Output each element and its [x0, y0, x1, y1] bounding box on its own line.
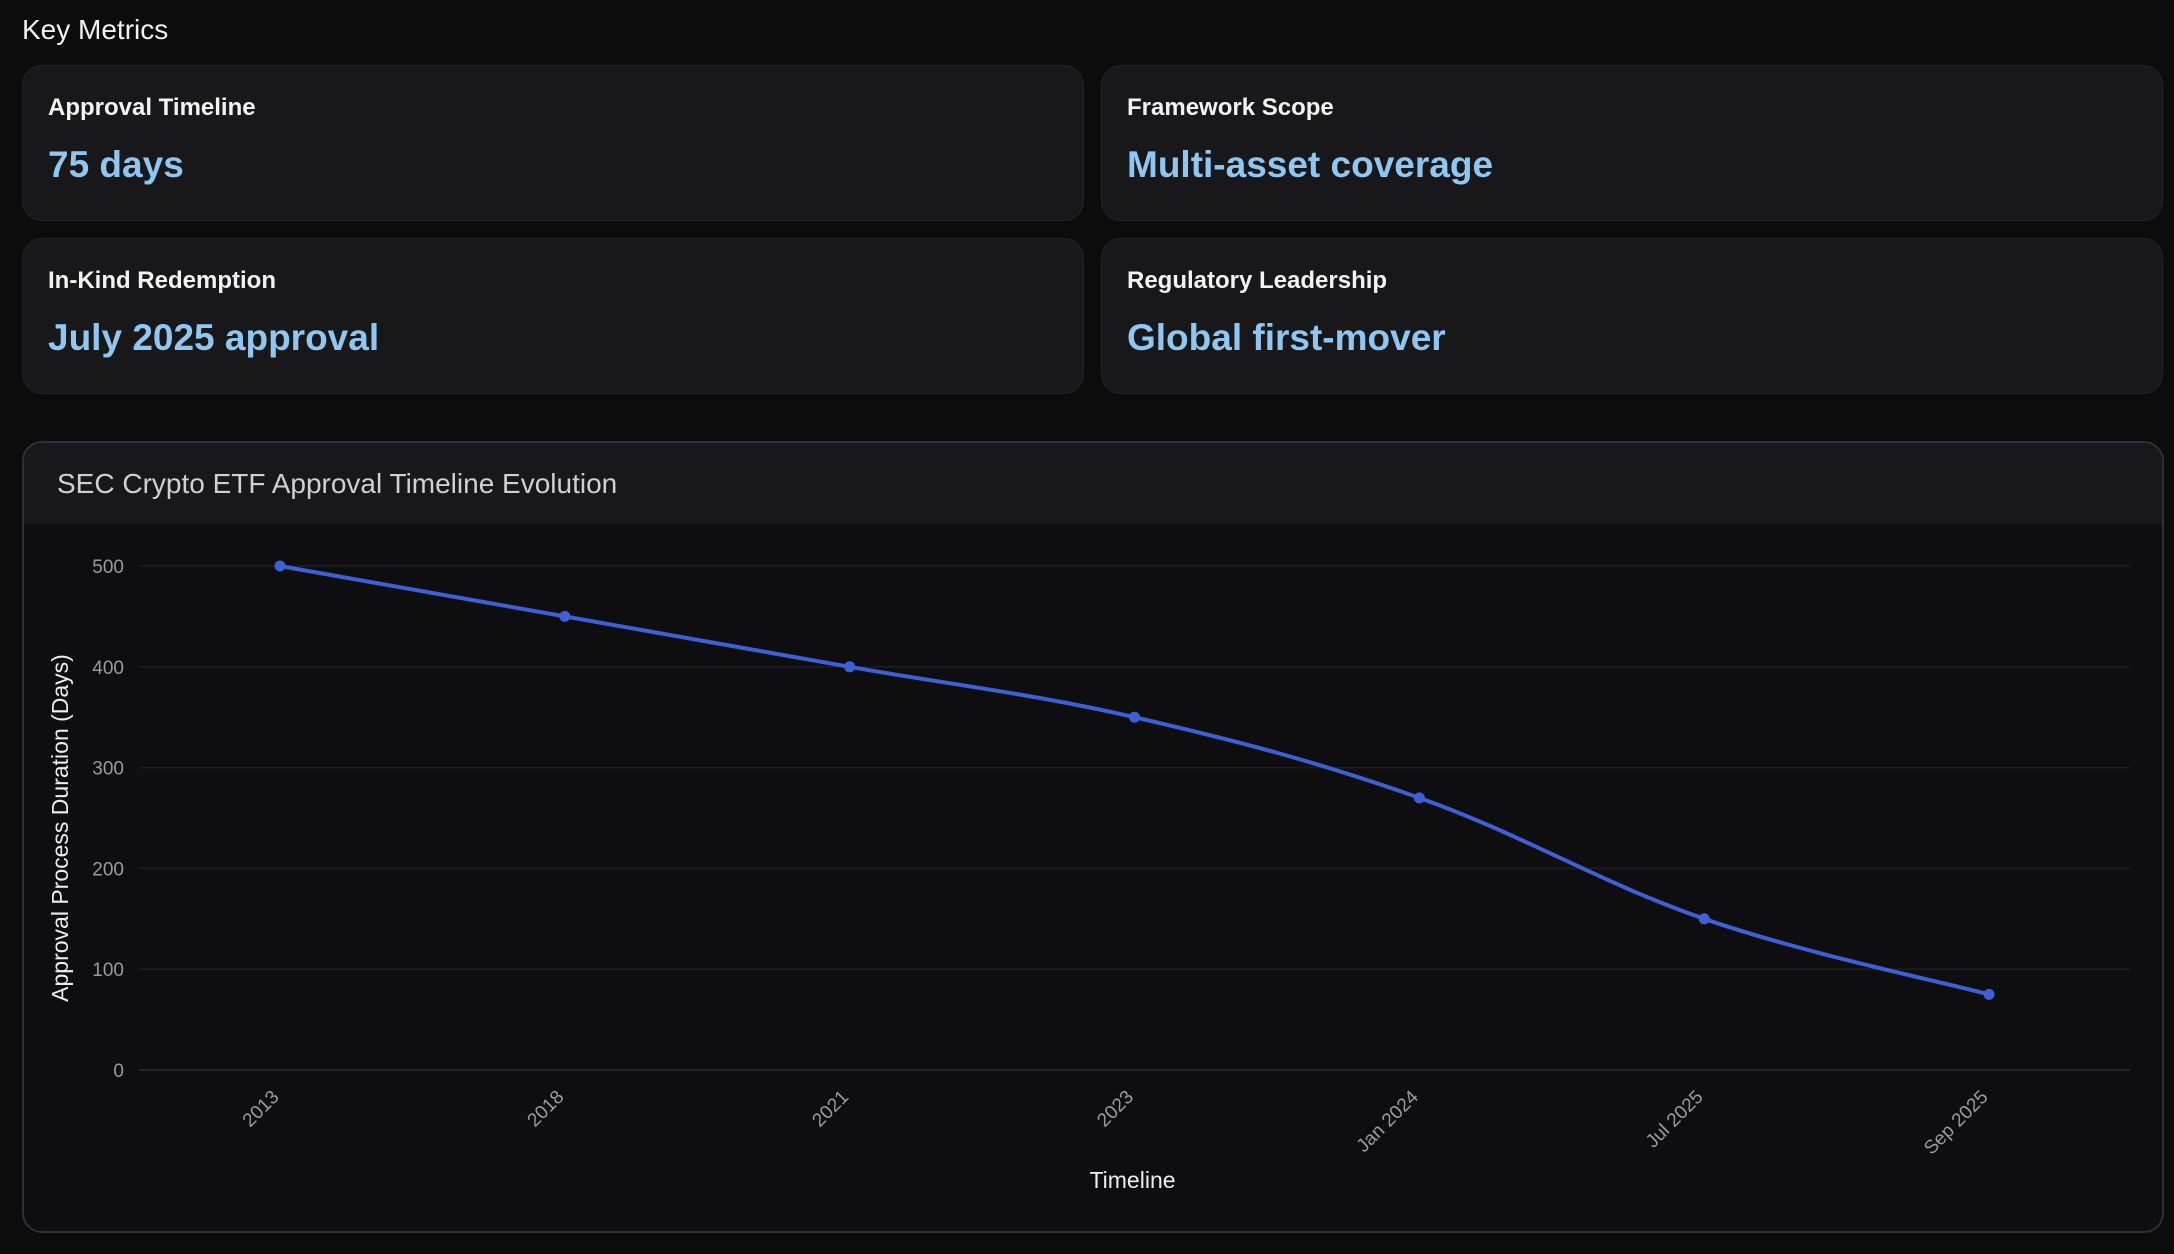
y-axis-title: Approval Process Duration (Days)	[47, 654, 73, 1002]
x-axis-title: Timeline	[1089, 1167, 1175, 1193]
data-point	[1698, 913, 1710, 925]
metric-label: In-Kind Redemption	[48, 267, 276, 294]
metric-label: Regulatory Leadership	[1127, 267, 1388, 294]
y-tick-label: 500	[92, 557, 124, 578]
metric-value: Multi-asset coverage	[1127, 144, 1494, 185]
data-point	[1413, 792, 1425, 804]
y-tick-label: 100	[92, 960, 124, 981]
data-point	[1983, 988, 1995, 1000]
x-tick-label: 2013	[239, 1087, 284, 1132]
x-tick-label: 2023	[1093, 1087, 1138, 1132]
metric-card-approval-timeline: Approval Timeline 75 days	[22, 65, 1084, 221]
chart-header: SEC Crypto ETF Approval Timeline Evoluti…	[24, 443, 2162, 524]
metric-value: July 2025 approval	[48, 317, 380, 358]
y-tick-label: 400	[92, 658, 124, 679]
x-tick-label: 2018	[524, 1087, 569, 1132]
chart-title: SEC Crypto ETF Approval Timeline Evoluti…	[57, 467, 618, 499]
series-line	[278, 564, 1991, 997]
metric-label: Approval Timeline	[48, 94, 256, 121]
x-tick-label: 2021	[808, 1087, 853, 1132]
metrics-grid: Approval Timeline 75 days Framework Scop…	[22, 65, 2163, 394]
x-tick-label: Jan 2024	[1353, 1086, 1423, 1156]
y-tick-label: 300	[92, 759, 124, 780]
line-chart: 0 100 200 300 400 500 2013 2018 2021 2023 Jan 2024…	[47, 557, 2130, 1193]
metric-card-in-kind-redemption: In-Kind Redemption July 2025 approval	[22, 238, 1084, 394]
metric-card-regulatory-leadership: Regulatory Leadership Global first-mover	[1101, 238, 2163, 394]
metric-card-framework-scope: Framework Scope Multi-asset coverage	[1101, 65, 2163, 221]
y-tick-label: 0	[113, 1061, 124, 1082]
data-point	[844, 661, 856, 673]
y-tick-label: 200	[92, 859, 124, 880]
data-point	[559, 610, 571, 622]
section-title: Key Metrics	[22, 14, 169, 45]
chart-panel: 0 100 200 300 400 500 2013 2018 2021 2023 Jan 2024…	[22, 441, 2164, 1233]
data-point	[274, 560, 286, 572]
metric-label: Framework Scope	[1127, 94, 1334, 121]
x-tick-label: Sep 2025	[1920, 1087, 1992, 1159]
data-point	[1129, 711, 1140, 723]
metric-value: Global first-mover	[1127, 317, 1446, 358]
x-tick-label: Jul 2025	[1642, 1087, 1708, 1153]
metric-value: 75 days	[48, 144, 184, 185]
